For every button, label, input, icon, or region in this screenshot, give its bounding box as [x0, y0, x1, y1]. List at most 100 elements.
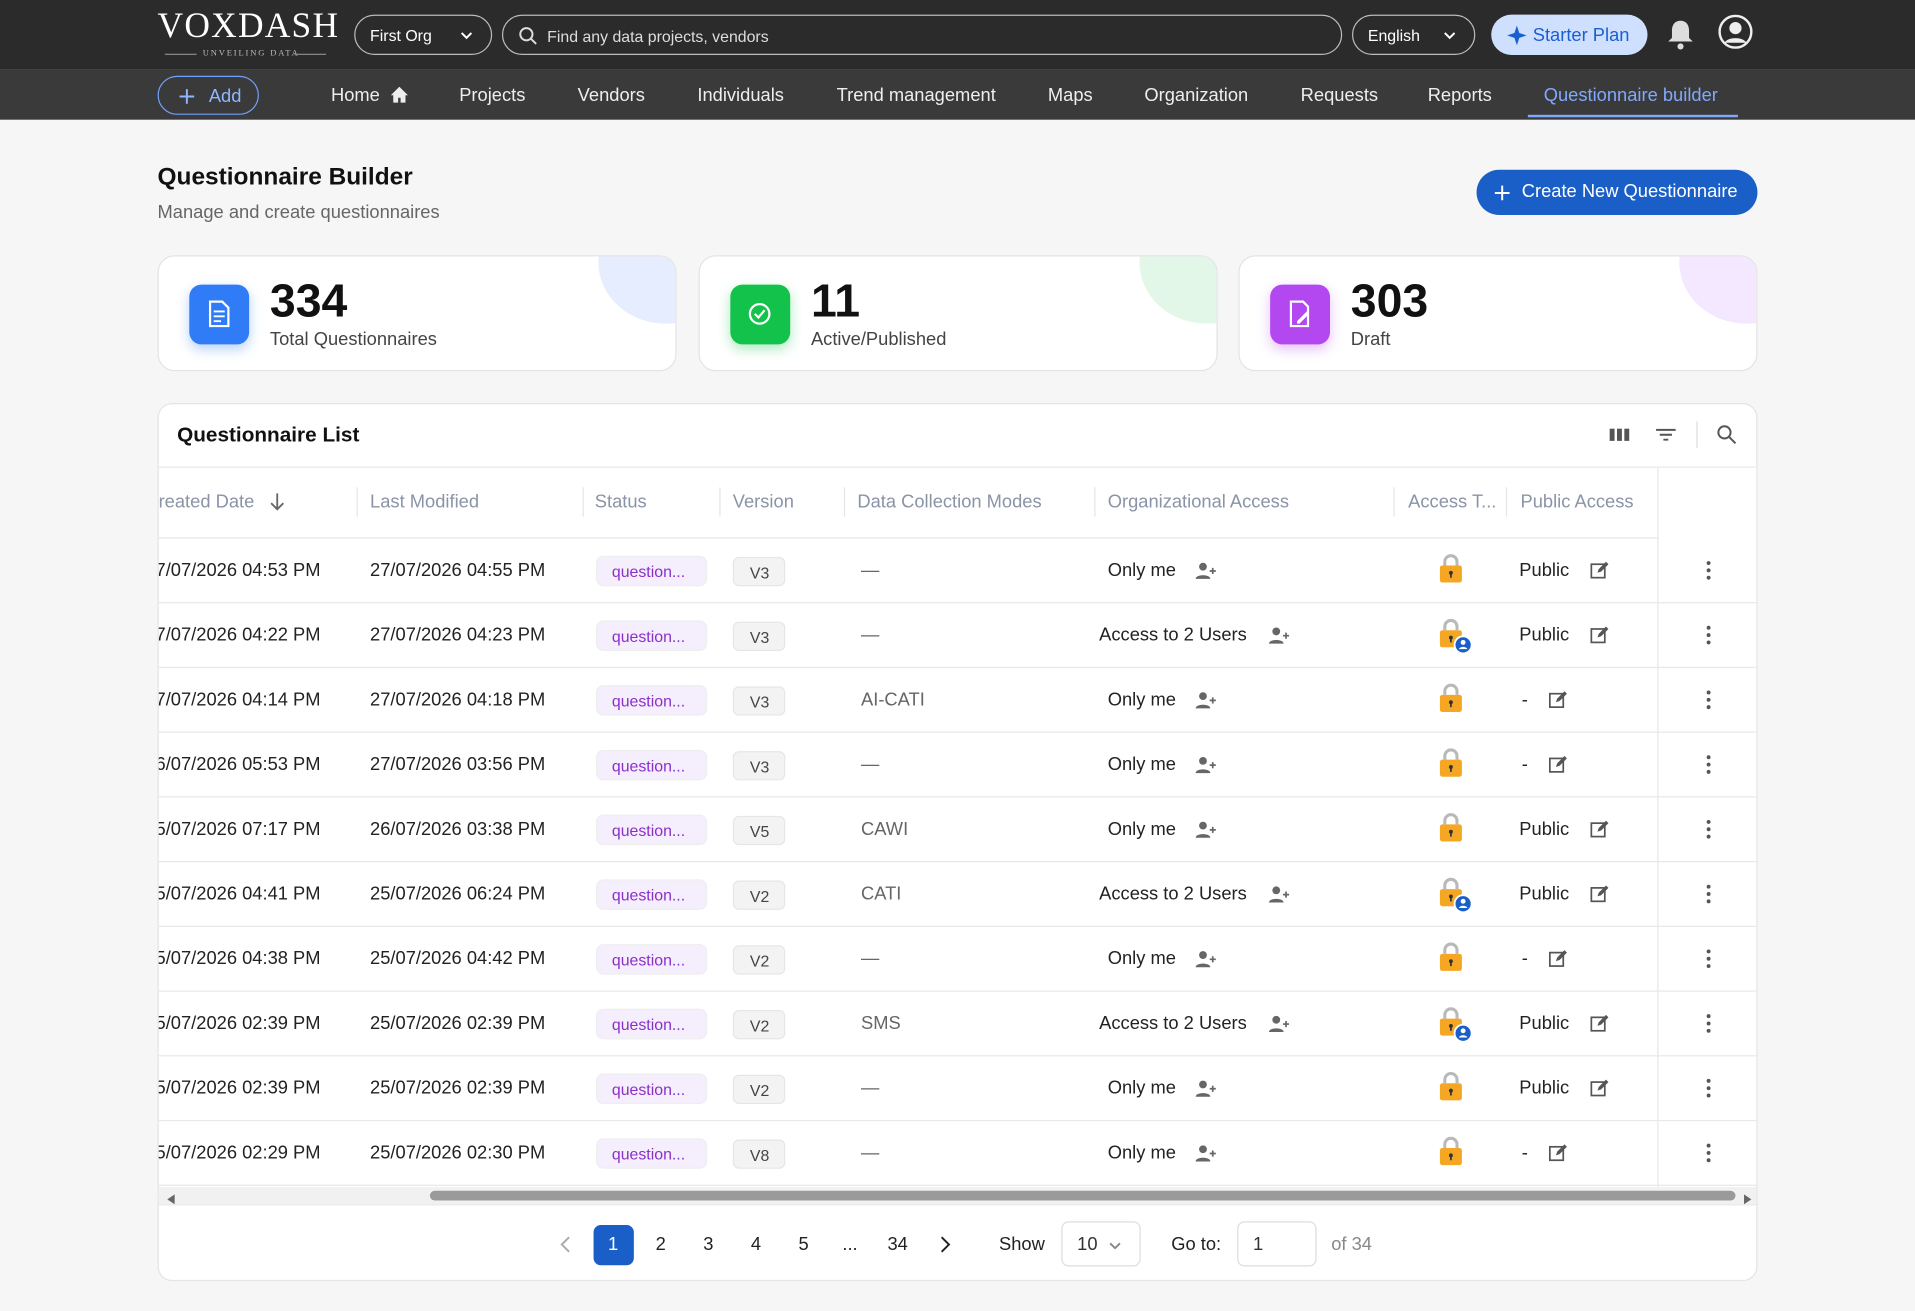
search-icon[interactable] [1716, 424, 1738, 446]
nav-item[interactable]: Individuals [697, 84, 784, 106]
column-header[interactable]: Version [732, 491, 794, 513]
last-modified: 25/07/2026 02:39 PM [370, 1013, 546, 1034]
edit-icon[interactable] [1590, 1078, 1610, 1098]
add-user-icon[interactable] [1268, 884, 1290, 904]
page-number[interactable]: ... [842, 1234, 858, 1255]
columns-icon[interactable] [1608, 426, 1630, 443]
edit-icon[interactable] [1590, 884, 1610, 904]
edit-icon[interactable] [1590, 819, 1610, 839]
row-menu[interactable] [1704, 1142, 1714, 1164]
column-header[interactable]: Status [594, 491, 647, 513]
filter-icon[interactable] [1655, 426, 1677, 443]
page-number[interactable]: 1 [607, 1234, 619, 1255]
edit-icon[interactable] [1548, 755, 1569, 775]
nav-item[interactable]: Vendors [577, 84, 645, 106]
edit-icon[interactable] [1548, 949, 1569, 969]
icon-part [390, 86, 408, 103]
icon-part [1272, 627, 1281, 636]
add-user-icon[interactable] [1194, 690, 1216, 710]
nav-item[interactable]: Questionnaire builder [1543, 84, 1718, 106]
table-row[interactable]: 25/07/2026 04:38 PM 25/07/2026 04:42 PM qu… [158, 927, 1757, 992]
add-user-icon[interactable] [1194, 819, 1216, 839]
avatar[interactable] [1718, 14, 1753, 49]
table-row[interactable]: 27/07/2026 04:53 PM 27/07/2026 04:55 PM qu… [158, 539, 1757, 604]
sort-icon[interactable] [269, 492, 286, 512]
column-header[interactable]: Organizational Access [1107, 491, 1289, 513]
icon-part [1609, 428, 1615, 441]
page-number[interactable]: 34 [887, 1234, 908, 1255]
add-button[interactable]: Add [157, 75, 259, 115]
add-user-icon[interactable] [1268, 625, 1290, 645]
scroll-thumb[interactable] [429, 1190, 1736, 1201]
table-row[interactable]: 27/07/2026 04:22 PM 27/07/2026 04:23 PM qu… [158, 603, 1757, 669]
row-menu[interactable] [1704, 559, 1714, 581]
edit-icon[interactable] [1548, 1143, 1569, 1163]
scroll-right[interactable] [1742, 1190, 1754, 1205]
row-menu[interactable] [1704, 689, 1714, 711]
prev-page[interactable] [558, 1235, 573, 1255]
page-number[interactable]: 3 [703, 1234, 714, 1255]
add-user-icon[interactable] [1194, 1078, 1216, 1098]
icon-part [1590, 1081, 1606, 1097]
edit-icon[interactable] [1590, 1014, 1610, 1034]
table-row[interactable]: 25/07/2026 02:39 PM 25/07/2026 02:39 PM qu… [158, 992, 1757, 1057]
icon-part [1195, 692, 1216, 709]
plus [178, 88, 195, 105]
edit-icon[interactable] [1590, 625, 1610, 645]
create-button[interactable]: Create New Questionnaire [1476, 169, 1758, 215]
plan-button[interactable]: Starter Plan [1491, 14, 1648, 55]
nav-item[interactable]: Trend management [836, 84, 996, 106]
page-size-select[interactable]: 10 [1061, 1221, 1141, 1267]
add-user-icon[interactable] [1194, 949, 1216, 969]
table-row[interactable]: 27/07/2026 04:14 PM 27/07/2026 04:18 PM qu… [158, 668, 1757, 733]
table-row[interactable]: 25/07/2026 02:39 PM 25/07/2026 02:39 PM qu… [158, 1056, 1757, 1122]
icon-part [1460, 1028, 1466, 1034]
org-select[interactable]: First Org [354, 14, 493, 55]
column-header[interactable]: Access T... [1408, 491, 1497, 513]
collection-mode: SMS [861, 1013, 901, 1034]
table-row[interactable]: 25/07/2026 07:17 PM 26/07/2026 03:38 PM qu… [158, 798, 1757, 863]
table-row[interactable]: 25/07/2026 04:41 PM 25/07/2026 06:24 PM qu… [158, 862, 1757, 927]
add-user-icon[interactable] [1194, 561, 1216, 581]
table-row[interactable]: 25/07/2026 02:29 PM 25/07/2026 02:30 PM qu… [158, 1121, 1757, 1186]
search[interactable]: Find any data projects, vendors [501, 14, 1343, 55]
add-user-icon[interactable] [1194, 1143, 1216, 1163]
version-badge: V3 [732, 751, 786, 781]
edit-icon[interactable] [1548, 690, 1569, 710]
row-menu[interactable] [1704, 1012, 1714, 1034]
nav-item[interactable]: Projects [459, 84, 526, 106]
edit-icon[interactable] [1590, 561, 1610, 581]
row-menu[interactable] [1704, 754, 1714, 776]
row-menu[interactable] [1704, 818, 1714, 840]
column-header[interactable]: Created Date [158, 491, 255, 513]
add-user-icon[interactable] [1268, 1014, 1290, 1034]
page-number[interactable]: 2 [655, 1234, 666, 1255]
next-page[interactable] [938, 1235, 953, 1255]
nav-item[interactable]: Home [330, 84, 380, 106]
column-header[interactable]: Data Collection Modes [857, 491, 1042, 513]
bell[interactable] [1666, 18, 1695, 50]
language-select[interactable]: English [1351, 14, 1476, 55]
goto-input[interactable]: 1 [1237, 1221, 1317, 1267]
add-user-icon[interactable] [1194, 755, 1216, 775]
icon-part [1289, 300, 1310, 328]
column-header[interactable]: Last Modified [370, 491, 480, 513]
page-number[interactable]: 5 [798, 1234, 809, 1255]
row-menu[interactable] [1704, 1077, 1714, 1099]
collection-mode: — [861, 948, 880, 970]
icon-part [1706, 1028, 1711, 1033]
page-number[interactable]: 4 [750, 1234, 762, 1255]
table-row[interactable]: 26/07/2026 05:53 PM 27/07/2026 03:56 PM qu… [158, 733, 1757, 798]
nav-item[interactable]: Organization [1144, 84, 1249, 106]
version-badge: V8 [732, 1139, 786, 1169]
row-menu[interactable] [1704, 883, 1714, 905]
scroll-left[interactable] [165, 1190, 177, 1205]
row-menu[interactable] [1704, 624, 1714, 646]
row-menu[interactable] [1704, 948, 1714, 970]
nav-item[interactable]: Maps [1047, 84, 1093, 106]
icon-part [1195, 769, 1211, 774]
nav-item[interactable]: Requests [1300, 84, 1379, 106]
icon-part [1706, 892, 1711, 896]
column-header[interactable]: Public Access [1520, 491, 1634, 513]
nav-item[interactable]: Reports [1427, 84, 1492, 106]
